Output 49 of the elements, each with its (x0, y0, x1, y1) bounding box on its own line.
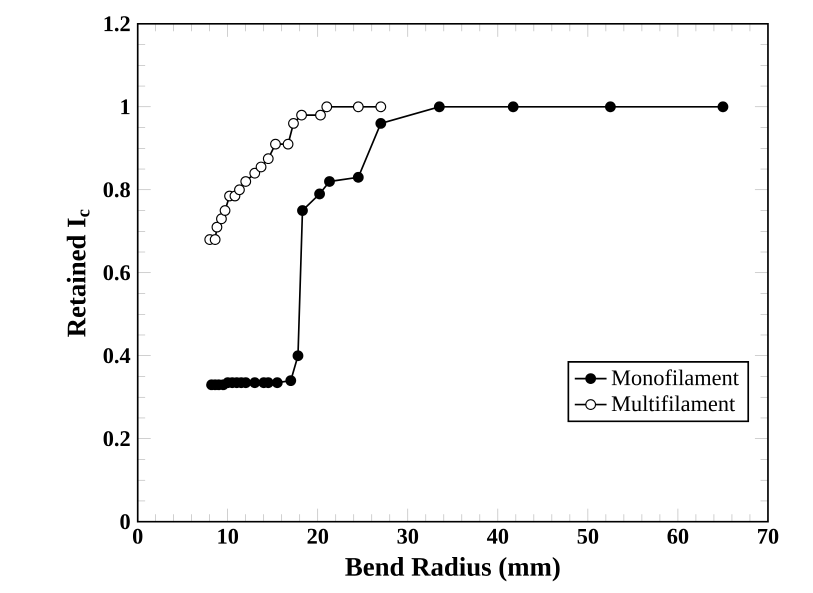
point (297, 205, 308, 216)
y-tick-label: 0.8 (104, 182, 130, 198)
point (270, 138, 281, 150)
point (292, 350, 304, 362)
point (220, 205, 230, 216)
y-tick-label: 0.6 (104, 265, 130, 280)
point (249, 168, 260, 178)
y-tick-label: 0.4 (104, 348, 130, 364)
legend-label: Monofilament (612, 369, 739, 386)
x-tick-label: 30 (398, 528, 418, 544)
point (324, 176, 335, 187)
point (321, 101, 332, 112)
x-tick-label: 60 (668, 528, 688, 544)
point (212, 222, 222, 232)
x-axis-title: Bend Radius (mm) (345, 556, 560, 582)
point (234, 184, 245, 196)
point (256, 161, 266, 172)
point (718, 101, 728, 112)
point (282, 138, 294, 150)
point (210, 234, 221, 245)
point (375, 101, 386, 112)
point (296, 110, 307, 120)
point (315, 110, 326, 120)
y-axis-title: Retained I$_{c}$ (66, 210, 90, 337)
y-tick-label: 1 (121, 99, 130, 114)
point (272, 377, 283, 388)
x-tick-label: 10 (218, 528, 238, 544)
point (352, 101, 364, 112)
point (249, 377, 260, 388)
point (262, 153, 274, 164)
point (352, 172, 364, 183)
point (605, 101, 616, 112)
point (434, 101, 445, 112)
y-tick-label: 0.2 (104, 431, 130, 446)
y-tick-label: 1.2 (104, 16, 130, 32)
point (375, 118, 386, 129)
point (288, 118, 299, 129)
x-tick-label: 50 (578, 528, 598, 544)
legend-label: Multifilament (612, 395, 736, 412)
x-tick-label: 70 (758, 528, 778, 544)
point (240, 176, 252, 187)
point (314, 188, 325, 200)
point (508, 101, 519, 112)
x-tick-label: 20 (308, 528, 328, 544)
x-tick-label: 40 (486, 528, 508, 544)
point (216, 213, 227, 224)
point (285, 375, 296, 386)
y-tick-label: 0 (120, 514, 130, 530)
x-tick-label: 0 (132, 528, 142, 544)
